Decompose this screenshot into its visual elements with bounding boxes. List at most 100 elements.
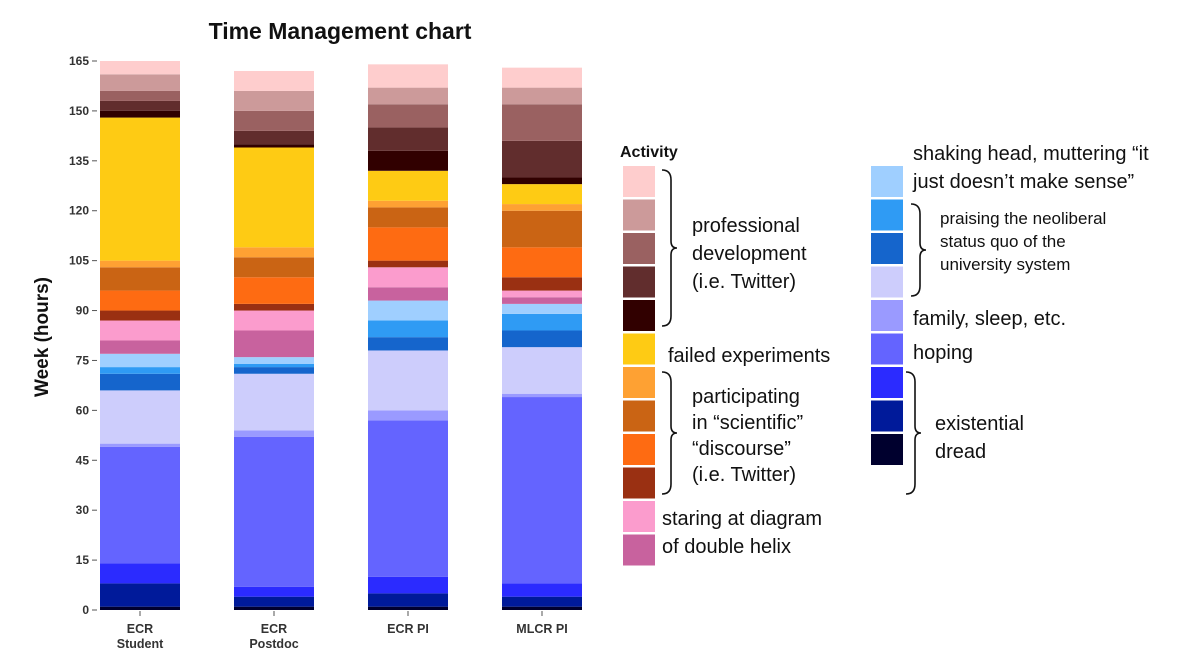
legend-swatch — [623, 467, 655, 499]
bar-segment — [502, 313, 582, 331]
bar-segment — [502, 204, 582, 211]
bar-segment — [502, 277, 582, 291]
x-axis: ECR Student ECR Postdoc ECR PI MLCR PI — [117, 611, 568, 651]
bar-segment — [234, 330, 314, 358]
bar-segment — [234, 596, 314, 607]
bar-segment — [100, 390, 180, 444]
x-tick-label: ECR Postdoc — [249, 622, 298, 651]
bar-segment — [100, 443, 180, 447]
bar-segment — [100, 340, 180, 354]
y-tick-label: 120 — [69, 204, 89, 218]
bar-segment — [234, 257, 314, 278]
legend-group-label: staring at diagram of double helix — [662, 508, 822, 558]
bar-segment — [368, 420, 448, 577]
legend-swatch — [623, 367, 655, 398]
bar-segment — [502, 210, 582, 248]
legend-group-label: existential dread — [935, 413, 1024, 463]
legend-swatch — [623, 534, 655, 566]
legend-group-label: shaking head, muttering “it just doesn’t … — [912, 143, 1149, 193]
bar-segment — [100, 260, 180, 268]
bar-segment — [368, 593, 448, 607]
legend-swatch — [623, 166, 655, 197]
bar-segment — [234, 303, 314, 311]
legend-swatch — [623, 333, 655, 365]
bar-segment — [100, 320, 180, 341]
bar-segment — [368, 227, 448, 261]
bar-segment — [368, 170, 448, 201]
y-tick-label: 105 — [69, 254, 89, 268]
bar-segment — [234, 90, 314, 111]
bar-segment — [100, 373, 180, 391]
bar-segment — [234, 357, 314, 364]
legend-swatch — [623, 300, 655, 331]
bar-segment — [234, 430, 314, 437]
bar-segment — [100, 110, 180, 118]
y-tick-label: 90 — [76, 304, 90, 318]
bar-segment — [100, 606, 180, 610]
bar-segment — [368, 300, 448, 321]
x-tick-label: MLCR PI — [516, 622, 567, 636]
bar-segment — [502, 104, 582, 141]
bar-segment — [100, 267, 180, 291]
bar-segment — [502, 583, 582, 597]
legend-swatch — [623, 233, 655, 264]
bar-segment — [100, 117, 180, 261]
y-tick-label: 75 — [76, 353, 90, 367]
legend-group-label: professional development (i.e. Twitter) — [692, 215, 807, 293]
bar-segment — [368, 287, 448, 301]
bar-segment — [100, 583, 180, 607]
bar-segment — [234, 70, 314, 91]
bar-segment — [502, 606, 582, 610]
bar-segment — [234, 110, 314, 131]
y-axis-label: Week (hours) — [32, 277, 53, 397]
bar-segment — [368, 576, 448, 594]
chart-title: Time Management chart — [209, 18, 472, 44]
x-tick-label: ECR Student — [117, 622, 164, 651]
bar-segment — [368, 350, 448, 411]
bar-segment — [502, 347, 582, 394]
y-tick-label: 15 — [76, 553, 90, 567]
bar-segment — [368, 337, 448, 351]
legend-swatch — [623, 266, 655, 298]
bar-segment — [234, 367, 314, 374]
bar-segment — [502, 177, 582, 185]
bar-segment — [502, 247, 582, 278]
legend-group-label: family, sleep, etc. — [913, 308, 1066, 330]
legend-group-label: failed experiments — [668, 345, 830, 367]
bar-segment — [502, 67, 582, 88]
bar-segment — [502, 140, 582, 178]
bar-segment — [100, 367, 180, 374]
legend-brace — [661, 371, 678, 495]
legend-brace — [905, 371, 922, 495]
bar-segment — [234, 310, 314, 331]
bar-segment — [368, 410, 448, 421]
bar-segment — [502, 393, 582, 398]
y-tick-label: 30 — [76, 503, 90, 517]
bar-segment — [234, 606, 314, 610]
bar-segment — [502, 184, 582, 205]
bar-segment — [502, 397, 582, 584]
bar-segment — [502, 330, 582, 348]
legend-title: Activity — [620, 144, 678, 161]
legend-brace — [910, 203, 927, 297]
legend-group-label: praising the neoliberal status quo of the… — [940, 209, 1106, 274]
legend-swatch — [623, 434, 655, 465]
y-tick-label: 0 — [82, 603, 89, 617]
legend-swatch — [871, 300, 903, 331]
bar-segment — [502, 290, 582, 298]
bar-segment — [100, 353, 180, 368]
bar-segment — [234, 436, 314, 587]
y-axis: 0 15 30 45 60 75 90 105 120 135 150 165 — [69, 54, 97, 617]
bar-segment — [100, 290, 180, 311]
legend-swatch — [623, 501, 655, 532]
legend-swatch — [871, 266, 903, 298]
bar-segment — [234, 277, 314, 304]
legend-swatch — [871, 367, 903, 398]
bar-segment — [100, 74, 180, 91]
legend-swatch — [623, 199, 655, 231]
bar-segment — [100, 563, 180, 584]
bar-segment — [234, 363, 314, 368]
bar-segment — [234, 130, 314, 145]
bar-segment — [368, 104, 448, 128]
